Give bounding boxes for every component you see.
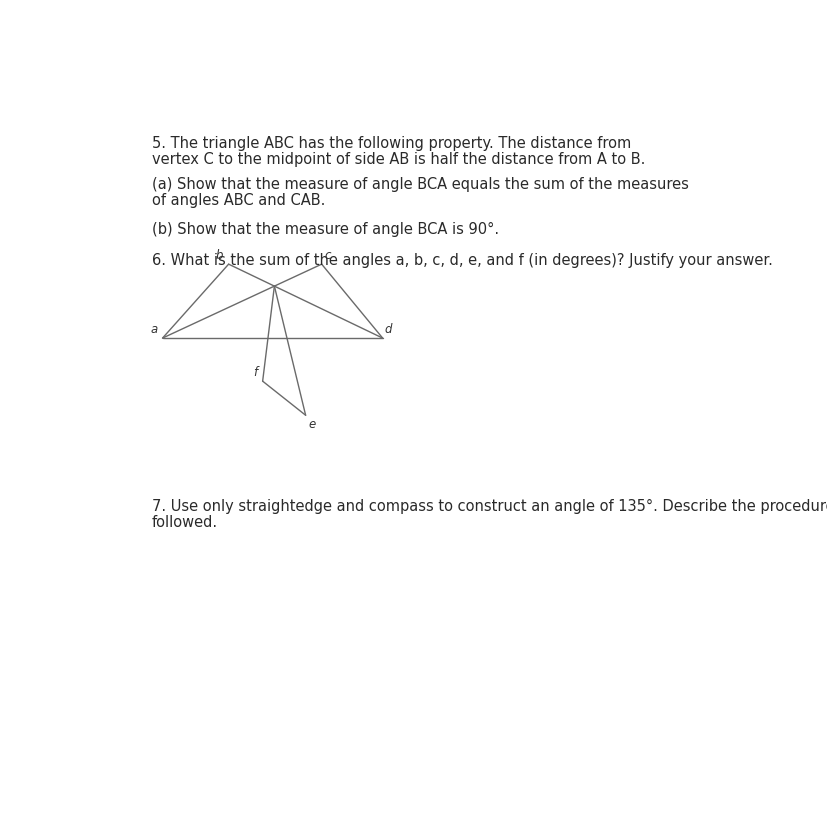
Text: e: e	[308, 418, 316, 432]
Text: (a) Show that the measure of angle BCA equals the sum of the measures: (a) Show that the measure of angle BCA e…	[151, 177, 688, 192]
Text: 6. What is the sum of the angles a, b, c, d, e, and f (in degrees)? Justify your: 6. What is the sum of the angles a, b, c…	[151, 252, 772, 267]
Text: f: f	[253, 367, 257, 379]
Text: followed.: followed.	[151, 515, 218, 530]
Text: of angles ABC and CAB.: of angles ABC and CAB.	[151, 194, 325, 209]
Text: (b) Show that the measure of angle BCA is 90°.: (b) Show that the measure of angle BCA i…	[151, 222, 498, 237]
Text: 7. Use only straightedge and compass to construct an angle of 135°. Describe the: 7. Use only straightedge and compass to …	[151, 498, 827, 514]
Text: a: a	[151, 322, 158, 336]
Text: b: b	[216, 249, 223, 262]
Text: d: d	[384, 322, 392, 336]
Text: vertex C to the midpoint of side AB is half the distance from A to B.: vertex C to the midpoint of side AB is h…	[151, 152, 644, 167]
Text: 5. The triangle ABC has the following property. The distance from: 5. The triangle ABC has the following pr…	[151, 135, 630, 150]
Text: c: c	[324, 249, 331, 262]
